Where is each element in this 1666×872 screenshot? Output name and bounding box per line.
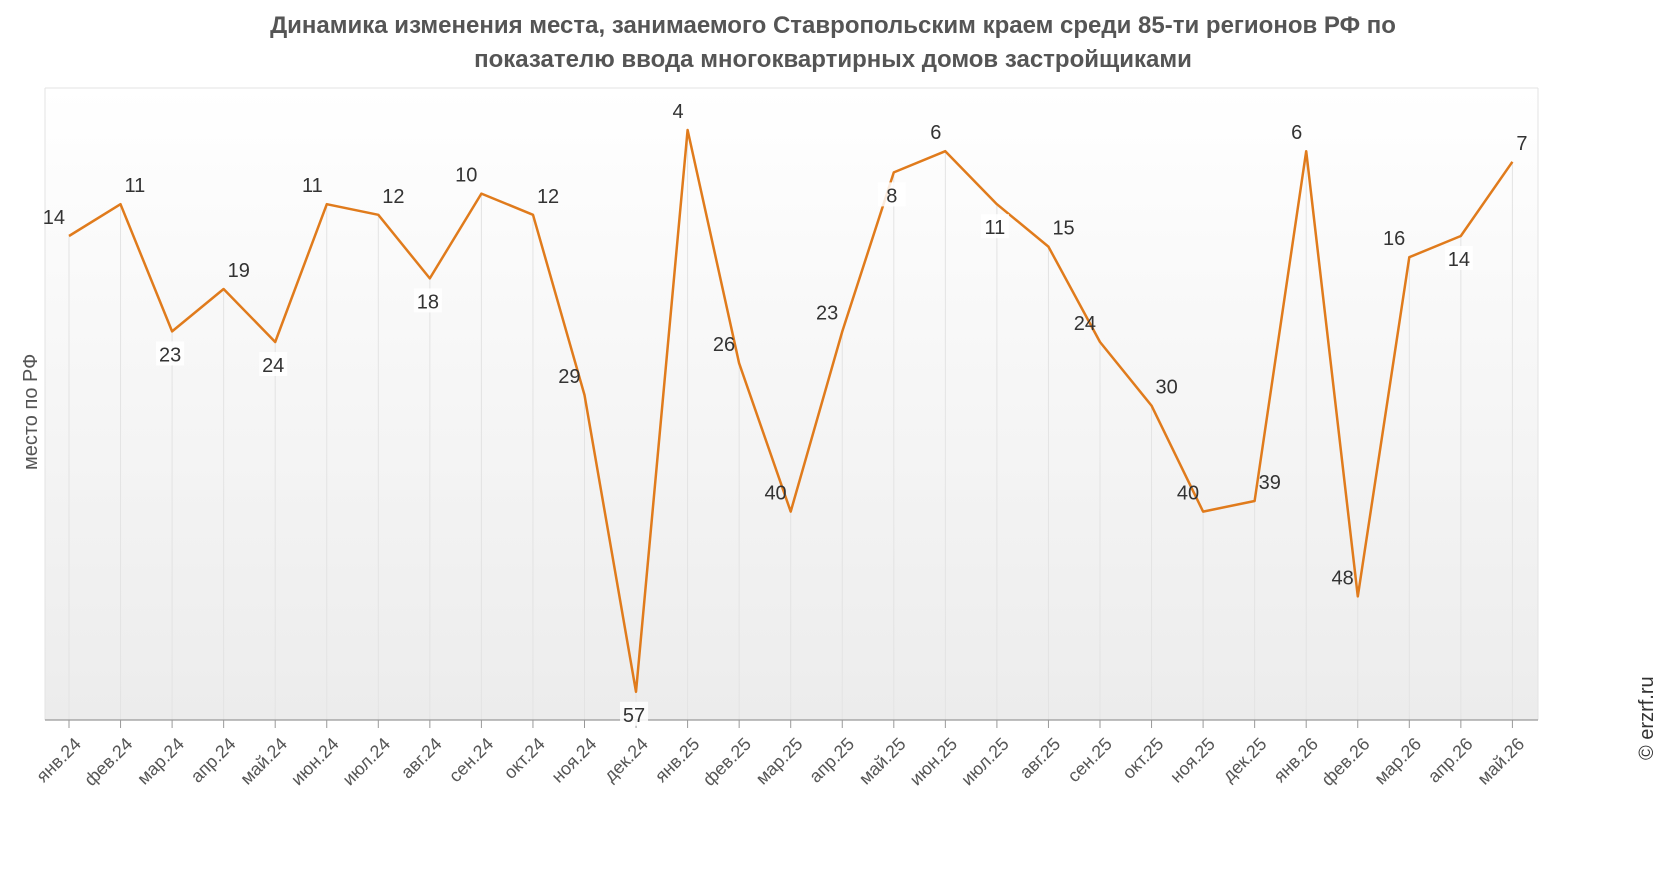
data-label: 57 [623,705,645,727]
chart-title-line-1: Динамика изменения места, занимаемого Ст… [270,12,1396,39]
x-tick-label: окт.24 [500,734,549,783]
x-tick-label: май.25 [855,734,910,789]
data-label: 11 [302,175,323,197]
x-tick-label: июл.24 [339,734,395,790]
x-tick-label: июн.25 [906,734,962,790]
data-label: 24 [262,355,284,377]
data-label: 11 [985,217,1006,239]
data-label: 11 [125,175,146,197]
data-label-bg [980,214,1009,239]
data-label: 15 [1052,218,1074,240]
x-tick-label: янв.24 [32,734,85,787]
data-label: 30 [1156,377,1178,399]
data-label: 16 [1383,228,1405,250]
data-label: 24 [1074,313,1096,335]
x-tick-label: авг.25 [1016,734,1065,783]
data-label: 14 [1448,249,1470,271]
data-label: 14 [43,207,65,229]
x-tick-label: ноя.25 [1166,734,1219,787]
data-label: 39 [1259,472,1281,494]
series-line [68,128,1514,694]
data-label-bg [1444,246,1473,270]
x-tick-label: авг.24 [397,734,446,783]
x-tick-label: фев.24 [80,734,136,790]
x-tick-label: янв.26 [1270,734,1323,787]
x-tick-label: май.26 [1473,734,1528,789]
data-label: 4 [672,101,683,123]
x-tick-label: ноя.24 [548,734,601,787]
data-label: 23 [816,302,838,324]
x-tick-label: май.24 [236,734,291,789]
x-tick-label: фев.26 [1317,734,1373,790]
x-tick-label: янв.25 [651,734,704,787]
data-label: 8 [886,185,897,207]
data-label-bg [413,288,442,313]
data-label-bg [877,182,906,207]
data-label: 40 [1177,483,1199,505]
data-label: 12 [382,186,404,208]
data-label: 6 [1291,122,1302,144]
data-label-bg [259,352,288,376]
x-tick-label: июн.24 [287,734,343,790]
x-tick-label: апр.26 [1424,734,1477,787]
data-label: 10 [455,165,477,187]
x-tick-label: окт.25 [1118,734,1167,783]
data-label: 40 [764,483,786,505]
x-tick-label: фев.25 [699,734,755,790]
data-label: 23 [159,344,181,366]
plot-background [45,88,1538,720]
data-label-bg [620,701,649,726]
x-tick-label: сен.24 [445,734,497,786]
data-label: 48 [1332,567,1354,589]
x-tick-label: дек.24 [600,734,652,786]
data-label: 29 [558,366,580,388]
x-tick-label: мар.26 [1370,734,1425,789]
x-tick-label: мар.25 [752,734,807,789]
data-label: 26 [713,334,735,356]
data-label: 6 [930,122,941,144]
x-tick-label: мар.24 [133,734,188,789]
data-label: 12 [537,186,559,208]
x-tick-label: апр.25 [805,734,858,787]
x-tick-label: сен.25 [1064,734,1116,786]
data-label: 7 [1516,133,1527,155]
data-label-bg [156,341,185,366]
x-tick-label: апр.24 [187,734,240,787]
x-tick-label: июл.25 [957,734,1013,790]
data-label: 18 [417,291,439,313]
data-label: 19 [228,260,250,282]
chart-title-line-2: показателю ввода многоквартирных домов з… [474,46,1192,73]
x-tick-label: дек.25 [1219,734,1271,786]
